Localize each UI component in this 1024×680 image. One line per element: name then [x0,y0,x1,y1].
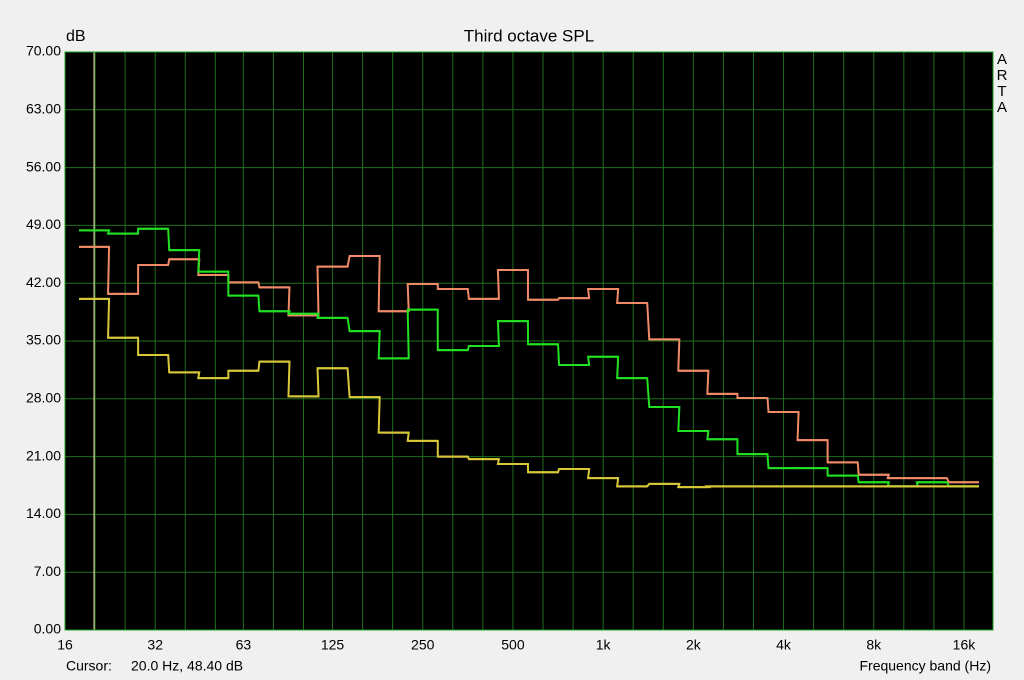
y-tick-label: 70.00 [26,43,61,59]
x-tick-label: 2k [686,637,702,653]
x-tick-label: 32 [147,637,163,653]
y-tick-label: 49.00 [26,216,61,232]
cursor-label: Cursor: [66,658,112,674]
y-tick-label: 0.00 [34,621,61,637]
x-tick-label: 16k [953,637,977,653]
x-tick-label: 8k [866,637,882,653]
x-tick-label: 250 [411,637,435,653]
y-tick-label: 21.00 [26,447,61,463]
y-tick-label: 35.00 [26,332,61,348]
y-tick-label: 28.00 [26,390,61,406]
marks [79,52,979,630]
y-tick-label: 63.00 [26,101,61,117]
plot-border [64,51,994,631]
x-tick-label: 16 [57,637,73,653]
cursor-readout: 20.0 Hz, 48.40 dB [131,658,243,674]
step-riser [79,297,979,489]
watermark: ARTA [996,51,1008,116]
chart-title: Third octave SPL [464,26,594,45]
y-tick-label: 14.00 [26,505,61,521]
x-tick-label: 500 [501,637,525,653]
y-tick-label: 7.00 [34,563,61,579]
x-tick-label: 1k [596,637,612,653]
y-axis-label: dB [66,28,86,45]
x-axis-label: Frequency band (Hz) [859,658,991,674]
x-tick-label: 4k [776,637,792,653]
step-riser [79,227,979,488]
y-tick-label: 56.00 [26,158,61,174]
y-tick-label: 42.00 [26,274,61,290]
x-tick-label: 125 [321,637,345,653]
x-tick-label: 63 [236,637,252,653]
